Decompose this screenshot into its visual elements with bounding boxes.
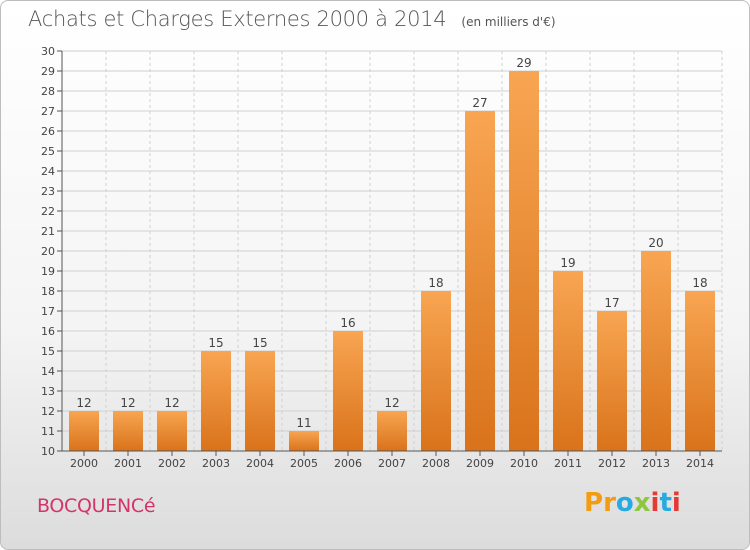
bar [597, 311, 627, 451]
chart-subtitle: (en milliers d'€) [461, 15, 556, 29]
x-tick-label: 2008 [422, 457, 450, 470]
y-tick-label: 18 [41, 285, 55, 298]
bar [69, 411, 99, 451]
x-tick-label: 2014 [686, 457, 714, 470]
y-tick-label: 22 [41, 205, 55, 218]
x-tick-label: 2009 [466, 457, 494, 470]
y-tick-label: 24 [41, 165, 55, 178]
y-tick-label: 11 [41, 425, 55, 438]
x-tick-label: 2012 [598, 457, 626, 470]
x-tick-label: 2006 [334, 457, 362, 470]
y-tick-label: 16 [41, 325, 55, 338]
x-tick-label: 2003 [202, 457, 230, 470]
y-tick-label: 29 [41, 65, 55, 78]
bar [245, 351, 275, 451]
commune-name: BOCQUENCé [37, 495, 156, 517]
bar-value-label: 16 [340, 316, 355, 330]
bar-value-label: 12 [164, 396, 179, 410]
logo-letter: o [615, 488, 634, 518]
bar [465, 111, 495, 451]
logo-letter: r [603, 488, 616, 518]
bar-value-label: 12 [120, 396, 135, 410]
bar [333, 331, 363, 451]
chart-title: Achats et Charges Externes 2000 à 2014 [28, 7, 447, 31]
bar [641, 251, 671, 451]
y-tick-label: 23 [41, 185, 55, 198]
y-tick-label: 30 [41, 45, 55, 58]
x-tick-label: 2004 [246, 457, 274, 470]
bar-value-label: 11 [296, 416, 311, 430]
y-tick-label: 17 [41, 305, 55, 318]
x-tick-label: 2007 [378, 457, 406, 470]
y-tick-label: 15 [41, 345, 55, 358]
bar-value-label: 29 [516, 56, 531, 70]
bar [289, 431, 319, 451]
bar [421, 291, 451, 451]
x-tick-label: 2013 [642, 457, 670, 470]
bar-value-label: 27 [472, 96, 487, 110]
bar [113, 411, 143, 451]
y-tick-label: 20 [41, 245, 55, 258]
x-tick-label: 2002 [158, 457, 186, 470]
bar-value-label: 15 [208, 336, 223, 350]
y-tick-label: 28 [41, 85, 55, 98]
x-tick-label: 2011 [554, 457, 582, 470]
bar [157, 411, 187, 451]
bar-value-label: 18 [428, 276, 443, 290]
y-tick-label: 25 [41, 145, 55, 158]
y-tick-label: 21 [41, 225, 55, 238]
logo-letter: x [633, 488, 651, 518]
proxiti-logo[interactable]: Proxiti [584, 488, 681, 518]
y-tick-label: 19 [41, 265, 55, 278]
bar-value-label: 15 [252, 336, 267, 350]
logo-letter: i [650, 488, 660, 518]
x-tick-label: 2000 [70, 457, 98, 470]
bar [509, 71, 539, 451]
x-tick-label: 2010 [510, 457, 538, 470]
bar [553, 271, 583, 451]
bar-value-label: 18 [692, 276, 707, 290]
bars: 12 12 12 15 15 11 16 12 18 27 29 19 17 20 18 [69, 56, 715, 451]
bar [685, 291, 715, 451]
bar-value-label: 20 [648, 236, 663, 250]
bar-value-label: 12 [384, 396, 399, 410]
logo-letter: i [671, 488, 681, 518]
y-tick-label: 27 [41, 105, 55, 118]
axes: 10 11 12 13 14 15 16 17 18 19 20 21 22 23 24 25 26 27 28 29… [41, 45, 722, 470]
title-row: Achats et Charges Externes 2000 à 2014 (… [28, 7, 556, 31]
bar-value-label: 12 [76, 396, 91, 410]
y-tick-label: 13 [41, 385, 55, 398]
x-tick-label: 2001 [114, 457, 142, 470]
y-tick-label: 10 [41, 445, 55, 458]
bar-value-label: 19 [560, 256, 575, 270]
logo-letter: t [659, 488, 672, 518]
y-tick-label: 26 [41, 125, 55, 138]
y-tick-label: 14 [41, 365, 55, 378]
logo-letter: P [584, 488, 604, 518]
bar [201, 351, 231, 451]
y-tick-label: 12 [41, 405, 55, 418]
x-tick-label: 2005 [290, 457, 318, 470]
bar [377, 411, 407, 451]
bar-value-label: 17 [604, 296, 619, 310]
